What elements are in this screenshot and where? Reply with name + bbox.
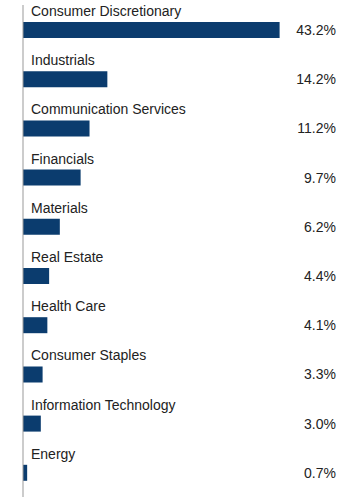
svg-text:4.1%: 4.1% xyxy=(304,317,336,333)
svg-text:Consumer Discretionary: Consumer Discretionary xyxy=(31,3,181,19)
svg-text:Communication Services: Communication Services xyxy=(31,101,186,117)
svg-text:43.2%: 43.2% xyxy=(296,22,336,38)
svg-text:11.2%: 11.2% xyxy=(297,120,336,136)
svg-text:9.7%: 9.7% xyxy=(304,170,336,186)
svg-text:Materials: Materials xyxy=(31,200,88,216)
svg-text:4.4%: 4.4% xyxy=(304,268,336,284)
svg-text:Health Care: Health Care xyxy=(31,298,106,314)
svg-text:14.2%: 14.2% xyxy=(296,71,336,87)
svg-text:Energy: Energy xyxy=(31,446,75,462)
svg-text:3.0%: 3.0% xyxy=(304,416,336,432)
svg-text:6.2%: 6.2% xyxy=(304,219,336,235)
svg-text:3.3%: 3.3% xyxy=(304,366,336,382)
svg-text:0.7%: 0.7% xyxy=(304,465,336,481)
svg-text:Consumer Staples: Consumer Staples xyxy=(31,347,146,363)
svg-text:Information Technology: Information Technology xyxy=(31,397,176,413)
svg-text:Real Estate: Real Estate xyxy=(31,249,104,265)
svg-text:Financials: Financials xyxy=(31,151,94,167)
svg-text:Industrials: Industrials xyxy=(31,52,95,68)
